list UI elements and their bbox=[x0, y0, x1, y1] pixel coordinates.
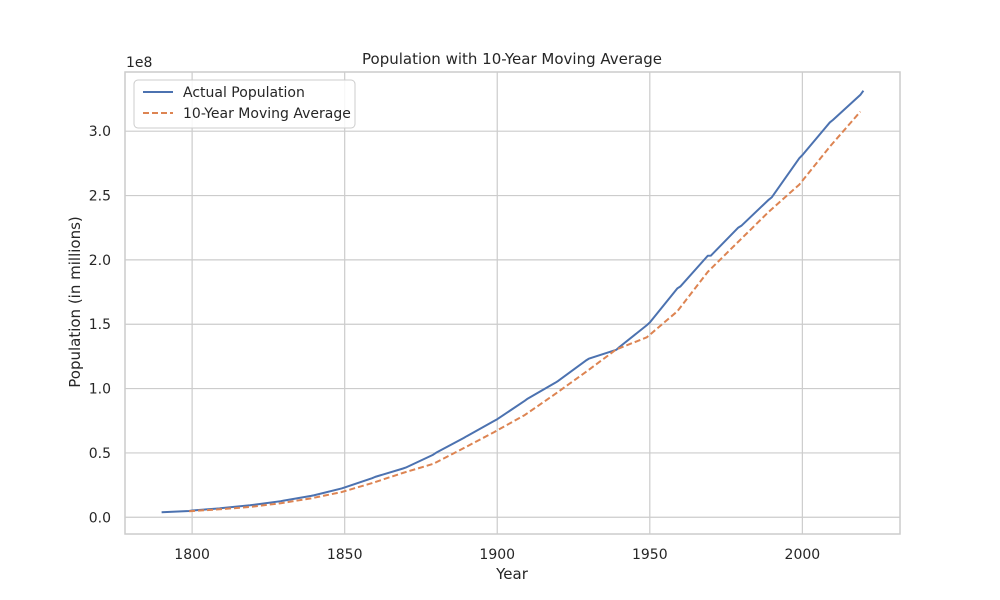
x-tick-label: 1900 bbox=[479, 547, 515, 563]
legend-box bbox=[133, 79, 356, 129]
grid bbox=[125, 72, 900, 534]
chart-title: Population with 10-Year Moving Average bbox=[362, 50, 662, 68]
legend-label-moving-average: 10-Year Moving Average bbox=[183, 106, 351, 122]
y-tick-label: 1.5 bbox=[89, 317, 111, 333]
legend: Actual Population 10-Year Moving Average bbox=[133, 79, 356, 129]
axis-ticks: 1800 1850 1900 1950 2000 0.0 0.5 1.0 1.5 2.0 2.5 3.… bbox=[89, 124, 820, 563]
x-tick-label: 1800 bbox=[174, 547, 210, 563]
plot-frame bbox=[124, 71, 901, 535]
x-tick-label: 1950 bbox=[632, 547, 668, 563]
series-lines bbox=[161, 90, 865, 514]
y-tick-label: 2.5 bbox=[89, 189, 111, 205]
series-line-actual-population bbox=[161, 90, 865, 514]
y-tick-label: 0.5 bbox=[89, 446, 111, 462]
x-tick-label: 1850 bbox=[327, 547, 363, 563]
x-axis-label: Year bbox=[495, 565, 529, 583]
y-tick-label: 0.0 bbox=[89, 510, 111, 526]
y-offset-label: 1e8 bbox=[126, 55, 152, 71]
series-line-moving-average bbox=[189, 110, 862, 513]
y-tick-label: 3.0 bbox=[89, 124, 111, 140]
x-tick-label: 2000 bbox=[785, 547, 821, 563]
legend-label-actual-population: Actual Population bbox=[183, 85, 305, 101]
y-tick-label: 1.0 bbox=[89, 382, 111, 398]
y-tick-label: 2.0 bbox=[89, 253, 111, 269]
y-axis-label: Population (in millions) bbox=[66, 216, 84, 388]
